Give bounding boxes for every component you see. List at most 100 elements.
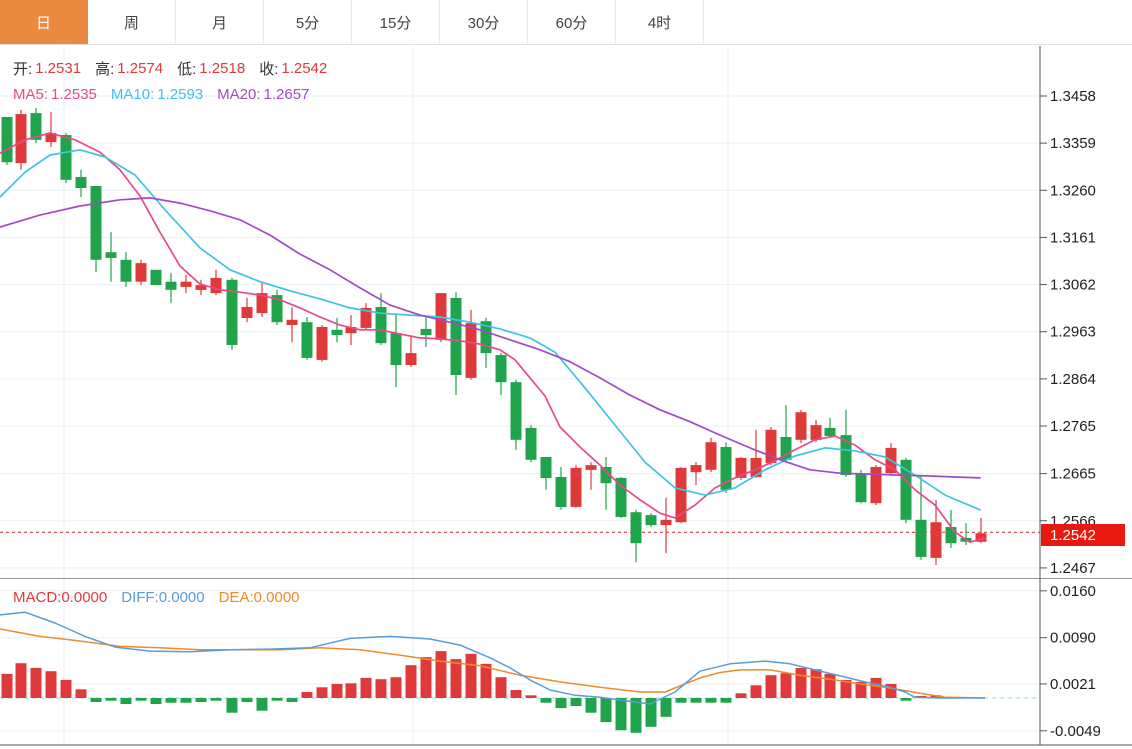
macd-bar xyxy=(450,659,462,698)
candle-body xyxy=(525,427,537,460)
diff-line xyxy=(0,611,985,705)
close-label: 收: xyxy=(259,61,279,78)
macd-bar xyxy=(210,698,222,701)
macd-readout: MACD: 0.0000 DIFF: 0.0000 DEA: 0.0000 xyxy=(13,589,300,606)
tab-week[interactable]: 周 xyxy=(88,0,176,44)
tab-5min[interactable]: 5分 xyxy=(264,0,352,44)
tab-4hour[interactable]: 4时 xyxy=(616,0,704,44)
candle-body xyxy=(331,329,343,335)
ma5-value: 1.2535 xyxy=(51,86,97,103)
candle-body xyxy=(120,259,132,282)
macd-bar xyxy=(105,698,117,701)
tab-day[interactable]: 日 xyxy=(0,0,88,44)
macd-bar xyxy=(840,679,852,698)
candle-body xyxy=(345,327,357,334)
candle-body xyxy=(840,435,852,476)
candle-body xyxy=(390,333,402,365)
macd-bar xyxy=(930,695,942,698)
macd-bar xyxy=(690,698,702,703)
macd-bar xyxy=(1,673,13,698)
candle-body xyxy=(30,113,42,140)
tab-4hour-label: 4时 xyxy=(647,14,672,32)
macd-bar xyxy=(645,698,657,727)
candle-body xyxy=(705,442,717,470)
macd-bar xyxy=(241,698,253,702)
candle-body xyxy=(945,527,957,544)
current-price-value: 1.2542 xyxy=(1050,526,1096,544)
tab-15min[interactable]: 15分 xyxy=(352,0,440,44)
open-label: 开: xyxy=(13,61,33,78)
macd-bar xyxy=(120,698,132,704)
macd-bar xyxy=(331,683,343,698)
axis-tick-label: 1.3161 xyxy=(1050,229,1096,246)
macd-bar xyxy=(495,677,507,698)
macd-bar xyxy=(405,665,417,698)
candle-body xyxy=(405,353,417,365)
macd-bar xyxy=(435,651,447,698)
macd-bar xyxy=(795,667,807,698)
macd-bar xyxy=(135,698,147,701)
macd-bar xyxy=(465,653,477,698)
candle-body xyxy=(150,269,162,285)
candle-body xyxy=(480,321,492,354)
candle-body xyxy=(165,281,177,290)
macd-bar xyxy=(271,698,283,701)
axis-tick-label: 1.3260 xyxy=(1050,182,1096,199)
macd-bar xyxy=(375,679,387,698)
tab-month[interactable]: 月 xyxy=(176,0,264,44)
macd-bar xyxy=(720,698,732,703)
axis-tick-label: -0.0049 xyxy=(1050,723,1101,740)
tab-month-label: 月 xyxy=(211,14,227,32)
ma10-value: 1.2593 xyxy=(157,86,204,103)
high-label: 高: xyxy=(95,61,115,78)
macd-bar xyxy=(45,671,57,698)
ma-readout: MA5: 1.2535 MA10: 1.2593 MA20: 1.2657 xyxy=(13,86,309,103)
macd-bar xyxy=(256,698,268,711)
candle-body xyxy=(15,114,27,164)
ma20-value: 1.2657 xyxy=(263,86,310,103)
candle-body xyxy=(690,465,702,473)
candle-body xyxy=(585,465,597,470)
candle-body xyxy=(450,297,462,375)
candle-body xyxy=(765,429,777,464)
tab-5min-label: 5分 xyxy=(295,14,320,32)
candle-body xyxy=(810,425,822,440)
axis-tick-label: 0.0090 xyxy=(1050,630,1096,647)
candle-body xyxy=(855,473,867,503)
tab-60min[interactable]: 60分 xyxy=(528,0,616,44)
candle-body xyxy=(600,467,612,484)
macd-bar xyxy=(900,698,912,701)
dea-label: DEA: xyxy=(218,589,254,606)
dea-line xyxy=(0,628,986,699)
candle-body xyxy=(930,522,942,558)
macd-bar xyxy=(885,683,897,698)
macd-bar xyxy=(780,673,792,698)
ma20-line xyxy=(0,197,981,479)
axis-tick-label: 1.2963 xyxy=(1050,324,1096,341)
macd-bar xyxy=(480,663,492,698)
tab-30min[interactable]: 30分 xyxy=(440,0,528,44)
candle-body xyxy=(375,307,387,344)
candle-body xyxy=(750,457,762,477)
axis-tick-label: 1.2765 xyxy=(1050,418,1096,435)
macd-bar xyxy=(30,667,42,698)
macd-bar xyxy=(585,698,597,713)
macd-bar xyxy=(75,689,87,698)
macd-bar xyxy=(301,692,313,698)
macd-bar xyxy=(286,698,298,702)
macd-bar xyxy=(855,681,867,698)
macd-label: MACD: xyxy=(13,589,62,606)
axis-tick-label: 1.2665 xyxy=(1050,466,1096,483)
candle-body xyxy=(510,382,522,440)
low-label: 低: xyxy=(177,61,197,78)
candle-body xyxy=(75,177,87,188)
macd-bar xyxy=(420,657,432,698)
macd-bar xyxy=(660,698,672,717)
candle-body xyxy=(735,457,747,478)
axis-tick-label: 0.0021 xyxy=(1050,676,1096,693)
candle-body xyxy=(180,281,192,287)
candle-body xyxy=(720,447,732,490)
candle-body xyxy=(256,293,268,314)
ma20-label: MA20: xyxy=(217,86,261,103)
